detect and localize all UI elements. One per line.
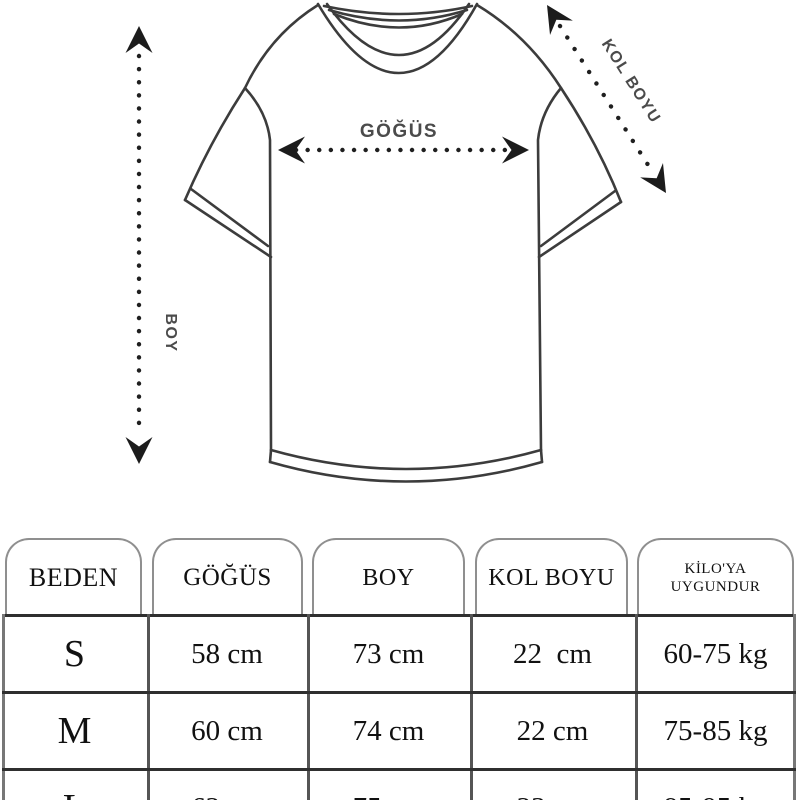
left-cuff-inner bbox=[189, 187, 270, 248]
column-divider bbox=[470, 614, 473, 800]
table-row-m: M 60 cm 74 cm 22 cm 75-85 kg bbox=[2, 694, 796, 771]
length-measure-arrow: BOY bbox=[125, 26, 179, 464]
left-armhole-and-side bbox=[243, 86, 273, 452]
table-left-border bbox=[2, 614, 5, 800]
sleeve-label: KOL BOYU bbox=[598, 36, 664, 126]
collar-rib-line bbox=[322, 4, 474, 16]
chest-measure-arrow: GÖĞÜS bbox=[278, 120, 529, 164]
right-armhole-and-side bbox=[536, 86, 563, 452]
tshirt-drawing bbox=[183, 2, 623, 483]
length-value: 73 cm bbox=[352, 637, 425, 670]
column-divider bbox=[307, 614, 310, 800]
arrowhead-up-left-icon bbox=[535, 0, 573, 36]
sleeve-value: 23 cm bbox=[470, 771, 635, 800]
hem-left-edge bbox=[268, 448, 273, 464]
weight-value: 60-75 kg bbox=[663, 637, 768, 670]
left-cuff-outer bbox=[183, 198, 273, 259]
arrowhead-down-right-icon bbox=[640, 162, 678, 201]
hem-top-curve bbox=[269, 448, 543, 471]
hem-bottom-curve bbox=[268, 460, 544, 483]
header-chest-label: GÖĞÜS bbox=[183, 564, 272, 591]
length-label: BOY bbox=[162, 313, 179, 352]
left-shoulder-sleeve-edge bbox=[183, 3, 320, 202]
chest-label: GÖĞÜS bbox=[360, 120, 438, 142]
table-row-s: S 58 cm 73 cm 22 cm 60-75 kg bbox=[2, 617, 796, 694]
weight-value: 75-85 kg bbox=[663, 714, 768, 747]
header-tab-length: BOY bbox=[312, 538, 465, 616]
header-bottom-rule bbox=[2, 614, 796, 617]
table-row-l: L 62 cm 75 cm 23 cm 85-95 kg bbox=[2, 771, 796, 800]
size-value: M bbox=[57, 710, 92, 752]
header-tab-size: BEDEN bbox=[5, 538, 142, 616]
header-size-label: BEDEN bbox=[28, 563, 119, 592]
column-divider bbox=[635, 614, 638, 800]
collar-rib-line bbox=[332, 12, 464, 29]
chest-value: 62 cm bbox=[147, 771, 307, 800]
size-table: BEDEN GÖĞÜS BOY KOL BOYU KİLO'YA UYGUNDU… bbox=[2, 538, 796, 800]
length-value: 74 cm bbox=[352, 714, 425, 747]
header-tab-chest: GÖĞÜS bbox=[152, 538, 303, 616]
right-cuff-outer bbox=[537, 200, 623, 259]
header-sleeve-label: KOL BOYU bbox=[488, 564, 615, 591]
weight-value: 85-95 kg bbox=[635, 771, 796, 800]
sleeve-dotted-line bbox=[557, 23, 653, 171]
arrowhead-left-icon bbox=[278, 136, 305, 164]
header-length-label: BOY bbox=[362, 564, 415, 591]
table-right-border bbox=[793, 614, 796, 800]
chest-value: 60 cm bbox=[191, 714, 263, 747]
collar-inner-curve bbox=[325, 2, 471, 57]
arrowhead-down-icon bbox=[125, 437, 153, 464]
collar-outer-curve bbox=[316, 2, 479, 75]
collar-rib-line bbox=[327, 8, 469, 22]
sleeve-value: 22 cm bbox=[513, 637, 592, 670]
arrowhead-up-icon bbox=[125, 26, 153, 53]
right-cuff-inner bbox=[539, 189, 617, 248]
length-value: 75 cm bbox=[307, 771, 470, 800]
sleeve-value: 22 cm bbox=[516, 714, 589, 747]
tshirt-measurement-diagram: BOY GÖĞÜS KOL BOYU bbox=[125, 0, 678, 483]
hem-right-edge bbox=[539, 448, 544, 464]
header-tab-sleeve: KOL BOYU bbox=[475, 538, 628, 616]
column-divider bbox=[147, 614, 150, 800]
header-weight-label: KİLO'YA UYGUNDUR bbox=[670, 561, 761, 595]
size-value: L bbox=[2, 771, 147, 800]
header-tab-weight: KİLO'YA UYGUNDUR bbox=[637, 538, 794, 616]
size-value: S bbox=[63, 633, 86, 675]
chest-value: 58 cm bbox=[191, 637, 263, 670]
